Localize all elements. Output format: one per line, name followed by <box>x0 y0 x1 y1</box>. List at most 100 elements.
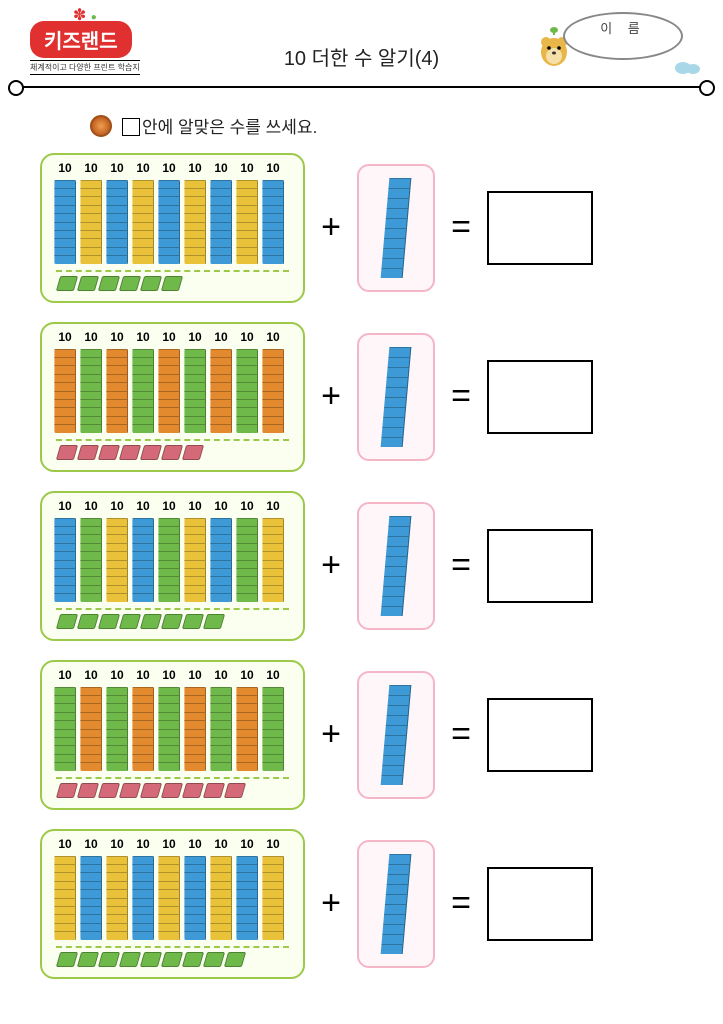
one-cube <box>98 445 120 460</box>
one-cube <box>140 445 162 460</box>
equals-sign: = <box>435 546 487 585</box>
ten-rod <box>381 685 412 785</box>
ten-rod <box>54 518 76 602</box>
ten-rod <box>184 687 206 771</box>
ten-rod <box>158 856 180 940</box>
ten-rod <box>80 687 102 771</box>
ten-rod <box>236 518 258 602</box>
one-cube <box>77 276 99 291</box>
instruction-text: 안에 알맞은 수를 쓰세요. <box>122 113 317 138</box>
divider-dashed <box>56 270 289 272</box>
equals-sign: = <box>435 884 487 923</box>
one-cube <box>56 276 78 291</box>
ten-rod <box>54 349 76 433</box>
ten-rod <box>106 518 128 602</box>
one-cube <box>77 783 99 798</box>
one-cube <box>203 952 225 967</box>
one-cube <box>203 614 225 629</box>
ten-rod <box>210 518 232 602</box>
answer-box[interactable] <box>487 698 593 772</box>
one-cube <box>161 614 183 629</box>
answer-box[interactable] <box>487 191 593 265</box>
ten-rod <box>210 856 232 940</box>
one-cube <box>119 445 141 460</box>
one-cube <box>140 783 162 798</box>
ten-rod <box>381 854 412 954</box>
ten-rod <box>54 687 76 771</box>
ten-rod <box>80 856 102 940</box>
problem-row: 101010101010101010+= <box>40 826 693 981</box>
ones-cubes <box>50 614 295 629</box>
blank-box-icon <box>122 118 140 136</box>
ten-rod <box>158 518 180 602</box>
addend-panel <box>357 333 435 461</box>
answer-box[interactable] <box>487 867 593 941</box>
ones-cubes <box>50 783 295 798</box>
ten-rod <box>158 180 180 264</box>
tens-labels: 101010101010101010 <box>50 668 295 682</box>
problem-row: 101010101010101010+= <box>40 657 693 812</box>
ten-rod <box>236 687 258 771</box>
one-cube <box>161 445 183 460</box>
ten-rod <box>158 349 180 433</box>
ten-rod <box>132 856 154 940</box>
ten-rod <box>132 518 154 602</box>
ten-rod <box>381 178 412 278</box>
answer-box[interactable] <box>487 529 593 603</box>
plus-sign: + <box>305 546 357 585</box>
ten-rod <box>210 349 232 433</box>
tens-ones-panel: 101010101010101010 <box>40 322 305 472</box>
one-cube <box>98 952 120 967</box>
plus-sign: + <box>305 208 357 247</box>
tens-labels: 101010101010101010 <box>50 330 295 344</box>
ten-rod <box>236 349 258 433</box>
problem-row: 101010101010101010+= <box>40 319 693 474</box>
ten-rod <box>184 349 206 433</box>
cloud-icon <box>673 60 703 76</box>
tens-rods <box>50 345 295 433</box>
one-cube <box>77 445 99 460</box>
ten-rod <box>106 180 128 264</box>
ten-rod <box>184 518 206 602</box>
one-cube <box>119 614 141 629</box>
ten-rod <box>184 180 206 264</box>
one-cube <box>77 614 99 629</box>
one-cube <box>182 952 204 967</box>
tens-labels: 101010101010101010 <box>50 499 295 513</box>
one-cube <box>161 952 183 967</box>
equals-sign: = <box>435 715 487 754</box>
one-cube <box>56 783 78 798</box>
ten-rod <box>236 856 258 940</box>
one-cube <box>119 952 141 967</box>
name-field-area: 이 름 <box>563 12 703 72</box>
one-cube <box>140 614 162 629</box>
ten-rod <box>132 349 154 433</box>
tens-ones-panel: 101010101010101010 <box>40 491 305 641</box>
ten-rod <box>80 349 102 433</box>
tens-labels: 101010101010101010 <box>50 837 295 851</box>
one-cube <box>56 445 78 460</box>
one-cube <box>56 952 78 967</box>
ten-rod <box>262 856 284 940</box>
one-cube <box>98 276 120 291</box>
addend-panel <box>357 502 435 630</box>
ten-rod <box>132 687 154 771</box>
ten-rod <box>184 856 206 940</box>
tens-rods <box>50 852 295 940</box>
one-cube <box>140 952 162 967</box>
name-label[interactable]: 이 름 <box>563 12 683 60</box>
ten-rod <box>236 180 258 264</box>
divider-dashed <box>56 608 289 610</box>
problems-container: 101010101010101010+=101010101010101010+=… <box>0 150 723 981</box>
one-cube <box>182 445 204 460</box>
ten-rod <box>210 180 232 264</box>
answer-box[interactable] <box>487 360 593 434</box>
problem-row: 101010101010101010+ = <box>40 150 693 305</box>
ten-rod <box>381 516 412 616</box>
one-cube <box>203 783 225 798</box>
header: ✽ ● 키즈랜드 체계적이고 다양한 프린트 학습지 10 더한 수 알기(4)… <box>0 0 723 95</box>
tens-ones-panel: 101010101010101010 <box>40 153 305 303</box>
equals-sign: = <box>435 208 487 247</box>
addend-panel <box>357 164 435 292</box>
equals-sign: = <box>435 377 487 416</box>
